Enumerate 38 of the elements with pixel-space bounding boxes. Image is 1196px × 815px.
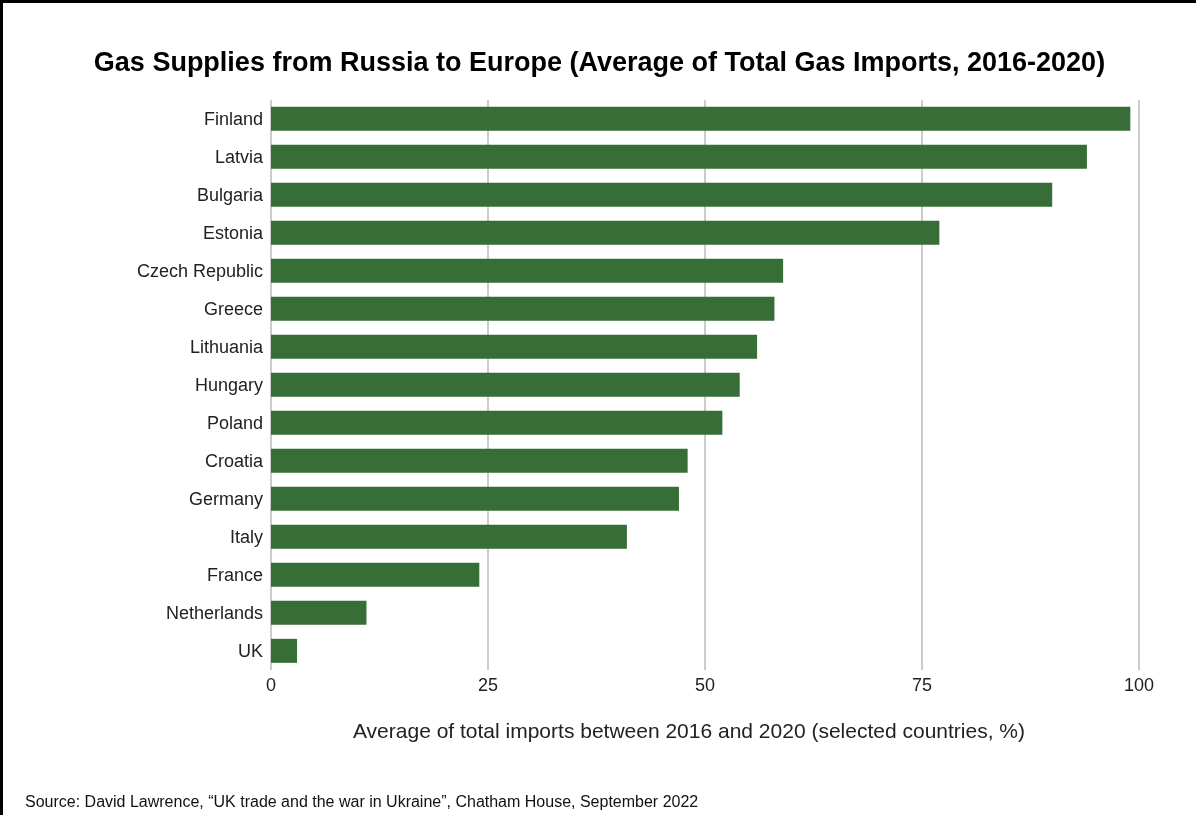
- y-tick-label: Italy: [229, 527, 263, 548]
- bar: [271, 258, 784, 283]
- x-tick-label: 50: [694, 674, 716, 695]
- y-tick-label: France: [206, 565, 263, 586]
- bar: [271, 182, 1053, 207]
- y-tick-label: Hungary: [194, 375, 263, 396]
- bar: [271, 486, 679, 511]
- x-tick-label: 100: [1123, 674, 1155, 695]
- bar: [271, 410, 723, 435]
- x-tick-label: 75: [911, 674, 933, 695]
- x-tick-label: 0: [265, 674, 277, 695]
- bar: [271, 144, 1087, 169]
- y-tick-label: Croatia: [204, 451, 264, 472]
- bar: [271, 638, 298, 663]
- x-tick-label: 25: [477, 674, 499, 695]
- bar: [271, 524, 627, 549]
- y-tick-label: Poland: [206, 413, 263, 434]
- bar: [271, 448, 688, 473]
- y-tick-label: Latvia: [214, 147, 264, 168]
- y-tick-label: UK: [237, 641, 263, 662]
- bar: [271, 334, 758, 359]
- y-tick-label: Lithuania: [189, 337, 264, 358]
- source-note: Source: David Lawrence, “UK trade and the war in Ukraine”, Chatham House, September 2022: [25, 793, 699, 811]
- bar: [271, 372, 740, 397]
- x-axis-title: Average of total imports between 2016 and 2020 (selected countries, %): [352, 719, 1026, 743]
- y-tick-label: Germany: [188, 489, 263, 510]
- bar: [271, 220, 940, 245]
- y-tick-label: Bulgaria: [196, 185, 264, 206]
- bar: [271, 106, 1131, 131]
- y-tick-label: Finland: [203, 109, 263, 130]
- chart-title: Gas Supplies from Russia to Europe (Average of Total Gas Imports, 2016-2020): [92, 47, 1107, 78]
- y-tick-label: Netherlands: [165, 603, 263, 624]
- bar: [271, 562, 480, 587]
- bar: [271, 296, 775, 321]
- y-tick-label: Estonia: [202, 223, 264, 244]
- y-tick-label: Czech Republic: [136, 261, 263, 282]
- y-tick-label: Greece: [203, 299, 263, 320]
- bar: [271, 600, 367, 625]
